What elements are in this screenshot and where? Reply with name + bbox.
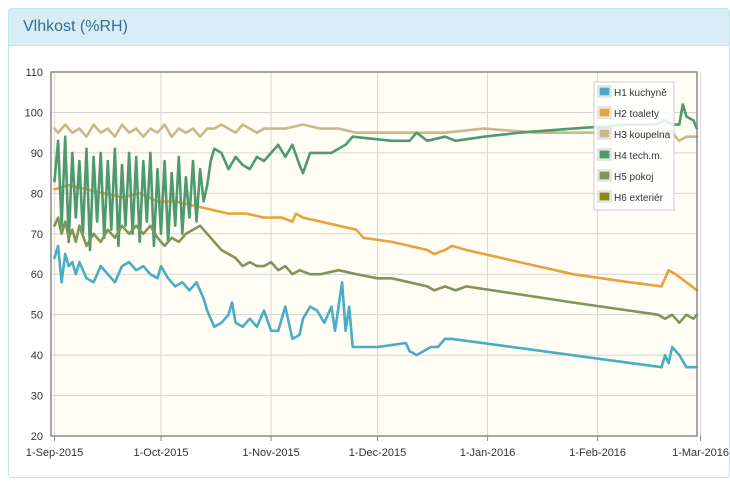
legend-swatch-h6[interactable] [599,192,610,201]
y-axis-ticks: 20 30 40 50 60 70 80 90 100 110 [25,67,43,443]
series-line-h1 [53,244,699,369]
x-tick-label: 1-Jan-2016 [460,447,516,459]
series-lines [53,103,699,369]
y-tick-label: 30 [31,391,43,403]
y-tick-label: 90 [31,148,43,160]
y-tick-label: 60 [31,269,43,281]
x-tick-label: 1-Sep-2015 [26,447,84,459]
legend-swatch-h3[interactable] [599,129,610,138]
legend-label-h6[interactable]: H6 exteriér [614,193,664,204]
x-tick-label: 1-Mar-2016 [672,447,729,459]
y-tick-label: 110 [25,67,43,79]
y-tick-label: 50 [31,310,43,322]
series-line-h5 [53,216,699,325]
legend-swatch-h4[interactable] [599,150,610,159]
series-line-h2 [53,183,699,292]
x-tick-label: 1-Nov-2015 [242,447,299,459]
legend-label-h1[interactable]: H1 kuchyně [614,88,667,99]
legend[interactable]: H1 kuchyně H2 toalety H3 koupelna H4 tech.m… [593,81,675,211]
series-line-h4 [53,103,699,252]
panel-title: Vlhkost (%RH) [9,9,729,46]
legend-swatch-h5[interactable] [599,171,610,180]
legend-label-h4[interactable]: H4 tech.m. [614,151,662,162]
y-tick-label: 80 [31,188,43,200]
legend-label-h3[interactable]: H3 koupelna [614,130,671,141]
x-axis-ticks: 1-Sep-2015 1-Oct-2015 1-Nov-2015 1-Dec-2015… [26,436,729,459]
legend-swatch-h1[interactable] [599,87,610,96]
plot-border [50,71,698,437]
y-tick-label: 70 [31,229,43,241]
legend-label-h2[interactable]: H2 toalety [614,109,659,120]
series-line-h3 [53,123,699,143]
y-tick-label: 100 [25,107,43,119]
y-tick-label: 20 [31,431,43,443]
legend-label-h5[interactable]: H5 pokoj [614,172,653,183]
legend-swatch-h2[interactable] [599,108,610,117]
x-tick-label: 1-Feb-2016 [569,447,626,459]
y-tick-label: 40 [31,350,43,362]
x-tick-label: 1-Dec-2015 [349,447,406,459]
legend-box [593,81,675,211]
x-tick-label: 1-Oct-2015 [134,447,189,459]
